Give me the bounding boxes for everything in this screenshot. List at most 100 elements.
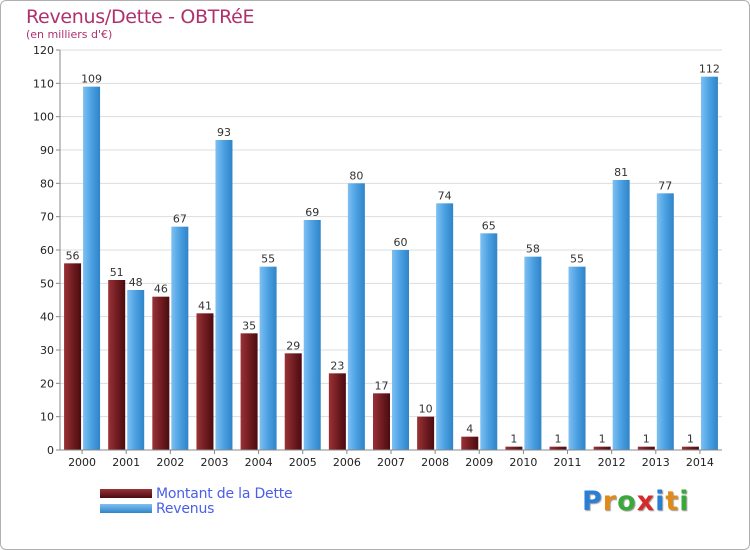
y-tick-label: 40 — [40, 311, 54, 324]
logo-letter: o — [617, 486, 637, 517]
debt-bar — [637, 446, 655, 450]
data-labels: 56 109 51 48 46 67 41 93 35 55 29 69 23 80 17 60 10 74 4 65… — [66, 63, 720, 446]
revenue-data-label: 48 — [129, 276, 143, 289]
revenue-bar — [392, 250, 409, 450]
debt-data-label: 1 — [599, 433, 606, 446]
x-tick-label: 2011 — [554, 456, 582, 469]
debt-data-label: 1 — [555, 433, 562, 446]
y-tick-label: 0 — [47, 444, 54, 457]
debt-data-label: 51 — [110, 266, 124, 279]
x-tick-label: 2007 — [377, 456, 405, 469]
legend-item-debt: Montant de la Dette — [100, 485, 293, 502]
debt-data-label: 29 — [286, 339, 300, 352]
debt-bar — [328, 373, 346, 450]
y-tick-label: 20 — [40, 377, 54, 390]
revenue-bar — [171, 226, 189, 450]
debt-data-label: 56 — [66, 249, 80, 262]
logo-letter: i — [679, 486, 690, 517]
legend-label-debt: Montant de la Dette — [156, 485, 293, 502]
x-tick-label: 2003 — [200, 456, 228, 469]
debt-bar — [461, 436, 479, 450]
debt-data-label: 35 — [242, 319, 256, 332]
revenue-bar — [568, 266, 586, 450]
x-tick-label: 2001 — [112, 456, 140, 469]
y-tick-label: 70 — [40, 211, 54, 224]
revenue-data-label: 58 — [526, 243, 540, 256]
revenue-bar — [259, 266, 277, 450]
debt-data-label: 1 — [687, 433, 694, 446]
debt-data-label: 1 — [643, 433, 650, 446]
legend: Montant de la Dette Revenus — [100, 485, 293, 517]
debt-data-label: 10 — [419, 403, 433, 416]
revenue-data-label: 65 — [482, 219, 496, 232]
revenue-data-label: 77 — [658, 179, 672, 192]
revenue-bar — [127, 290, 145, 450]
gridlines — [60, 49, 722, 451]
revenue-data-label: 69 — [305, 206, 319, 219]
revenue-bar — [215, 140, 233, 450]
debt-data-label: 46 — [154, 283, 168, 296]
debt-bar — [549, 446, 567, 450]
revenue-data-label: 80 — [349, 169, 363, 182]
revenue-data-label: 55 — [570, 253, 584, 266]
debt-bar — [196, 313, 214, 450]
revenue-data-label: 112 — [699, 63, 720, 76]
debt-data-label: 17 — [375, 379, 389, 392]
debt-data-label: 23 — [330, 359, 344, 372]
debt-data-label: 4 — [466, 423, 473, 436]
legend-label-revenue: Revenus — [156, 500, 215, 517]
revenue-bar — [612, 180, 630, 450]
x-tick-label: 2012 — [598, 456, 626, 469]
x-tick-label: 2009 — [465, 456, 493, 469]
y-tick-label: 80 — [40, 177, 54, 190]
revenue-data-label: 74 — [438, 189, 452, 202]
revenue-data-label: 67 — [173, 213, 187, 226]
logo-letter: t — [665, 486, 680, 517]
revenue-data-label: 55 — [261, 253, 275, 266]
y-tick-label: 50 — [40, 277, 54, 290]
x-tick-label: 2005 — [289, 456, 317, 469]
y-tick-label: 120 — [33, 44, 54, 57]
revenue-bar — [480, 233, 498, 450]
y-tick-label: 110 — [33, 77, 54, 90]
bars — [64, 76, 718, 451]
revenue-data-label: 93 — [217, 126, 231, 139]
y-tick-label: 10 — [40, 411, 54, 424]
revenue-bar — [347, 183, 365, 451]
debt-bar — [152, 296, 170, 450]
legend-swatch-debt — [100, 489, 152, 498]
x-tick-label: 2010 — [509, 456, 537, 469]
y-tick-label: 100 — [33, 111, 54, 124]
revenue-bar — [83, 86, 101, 451]
debt-bar — [593, 446, 611, 450]
debt-bar — [505, 446, 523, 450]
legend-item-revenue: Revenus — [100, 500, 292, 517]
logo-letter: P — [582, 486, 603, 517]
revenue-bar — [700, 76, 718, 451]
y-tick-label: 90 — [40, 144, 54, 157]
y-tick-label: 30 — [40, 344, 54, 357]
revenue-data-label: 81 — [614, 166, 628, 179]
x-tick-label: 2002 — [156, 456, 184, 469]
debt-bar — [417, 416, 435, 450]
logo-letter: x — [636, 486, 656, 517]
x-tick-label: 2000 — [68, 456, 96, 469]
x-tick-label: 2008 — [421, 456, 449, 469]
proxiti-logo: Proxiti — [582, 486, 690, 517]
revenue-bar — [524, 256, 542, 450]
legend-swatch-revenue — [100, 504, 152, 513]
debt-bar — [681, 446, 699, 450]
x-tick-label: 2013 — [642, 456, 670, 469]
x-tick-label: 2004 — [245, 456, 273, 469]
logo-letter: i — [655, 486, 666, 517]
debt-bar — [64, 263, 82, 450]
debt-bar — [284, 353, 302, 450]
debt-bar — [240, 333, 258, 450]
logo-letter: r — [602, 486, 618, 517]
revenue-data-label: 60 — [394, 236, 408, 249]
x-tick-label: 2014 — [686, 456, 714, 469]
chart-subtitle: (en milliers d'€) — [26, 28, 113, 41]
debt-data-label: 1 — [510, 433, 517, 446]
